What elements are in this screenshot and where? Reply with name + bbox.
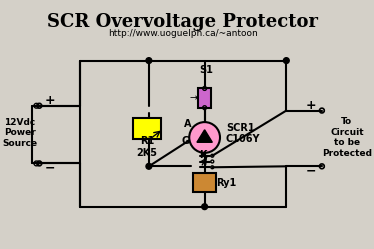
Text: SCR1
C106Y: SCR1 C106Y (226, 123, 260, 144)
Text: 12Vdc
Power
Source: 12Vdc Power Source (3, 118, 38, 148)
Text: R1
2K5: R1 2K5 (137, 136, 157, 158)
Text: G: G (181, 136, 189, 146)
Text: +: + (306, 99, 316, 112)
Text: −: − (306, 165, 316, 178)
Circle shape (283, 58, 289, 63)
Text: −: − (45, 162, 56, 175)
Circle shape (146, 58, 152, 63)
Text: S1: S1 (200, 65, 214, 75)
Circle shape (189, 122, 220, 153)
FancyBboxPatch shape (198, 88, 211, 108)
FancyBboxPatch shape (132, 118, 161, 139)
Text: To
Circuit
to be
Protected: To Circuit to be Protected (322, 117, 372, 158)
Text: →: → (189, 93, 197, 103)
FancyBboxPatch shape (193, 173, 216, 192)
Text: +: + (45, 94, 56, 108)
Text: K: K (199, 150, 206, 160)
Text: SCR Overvoltage Protector: SCR Overvoltage Protector (47, 13, 318, 31)
Circle shape (202, 204, 208, 210)
Text: Ry1: Ry1 (216, 178, 236, 188)
Text: A: A (184, 119, 191, 129)
Text: http://www.uoguelph.ca/~antoon: http://www.uoguelph.ca/~antoon (108, 29, 257, 38)
Circle shape (146, 163, 152, 169)
Polygon shape (197, 130, 212, 142)
